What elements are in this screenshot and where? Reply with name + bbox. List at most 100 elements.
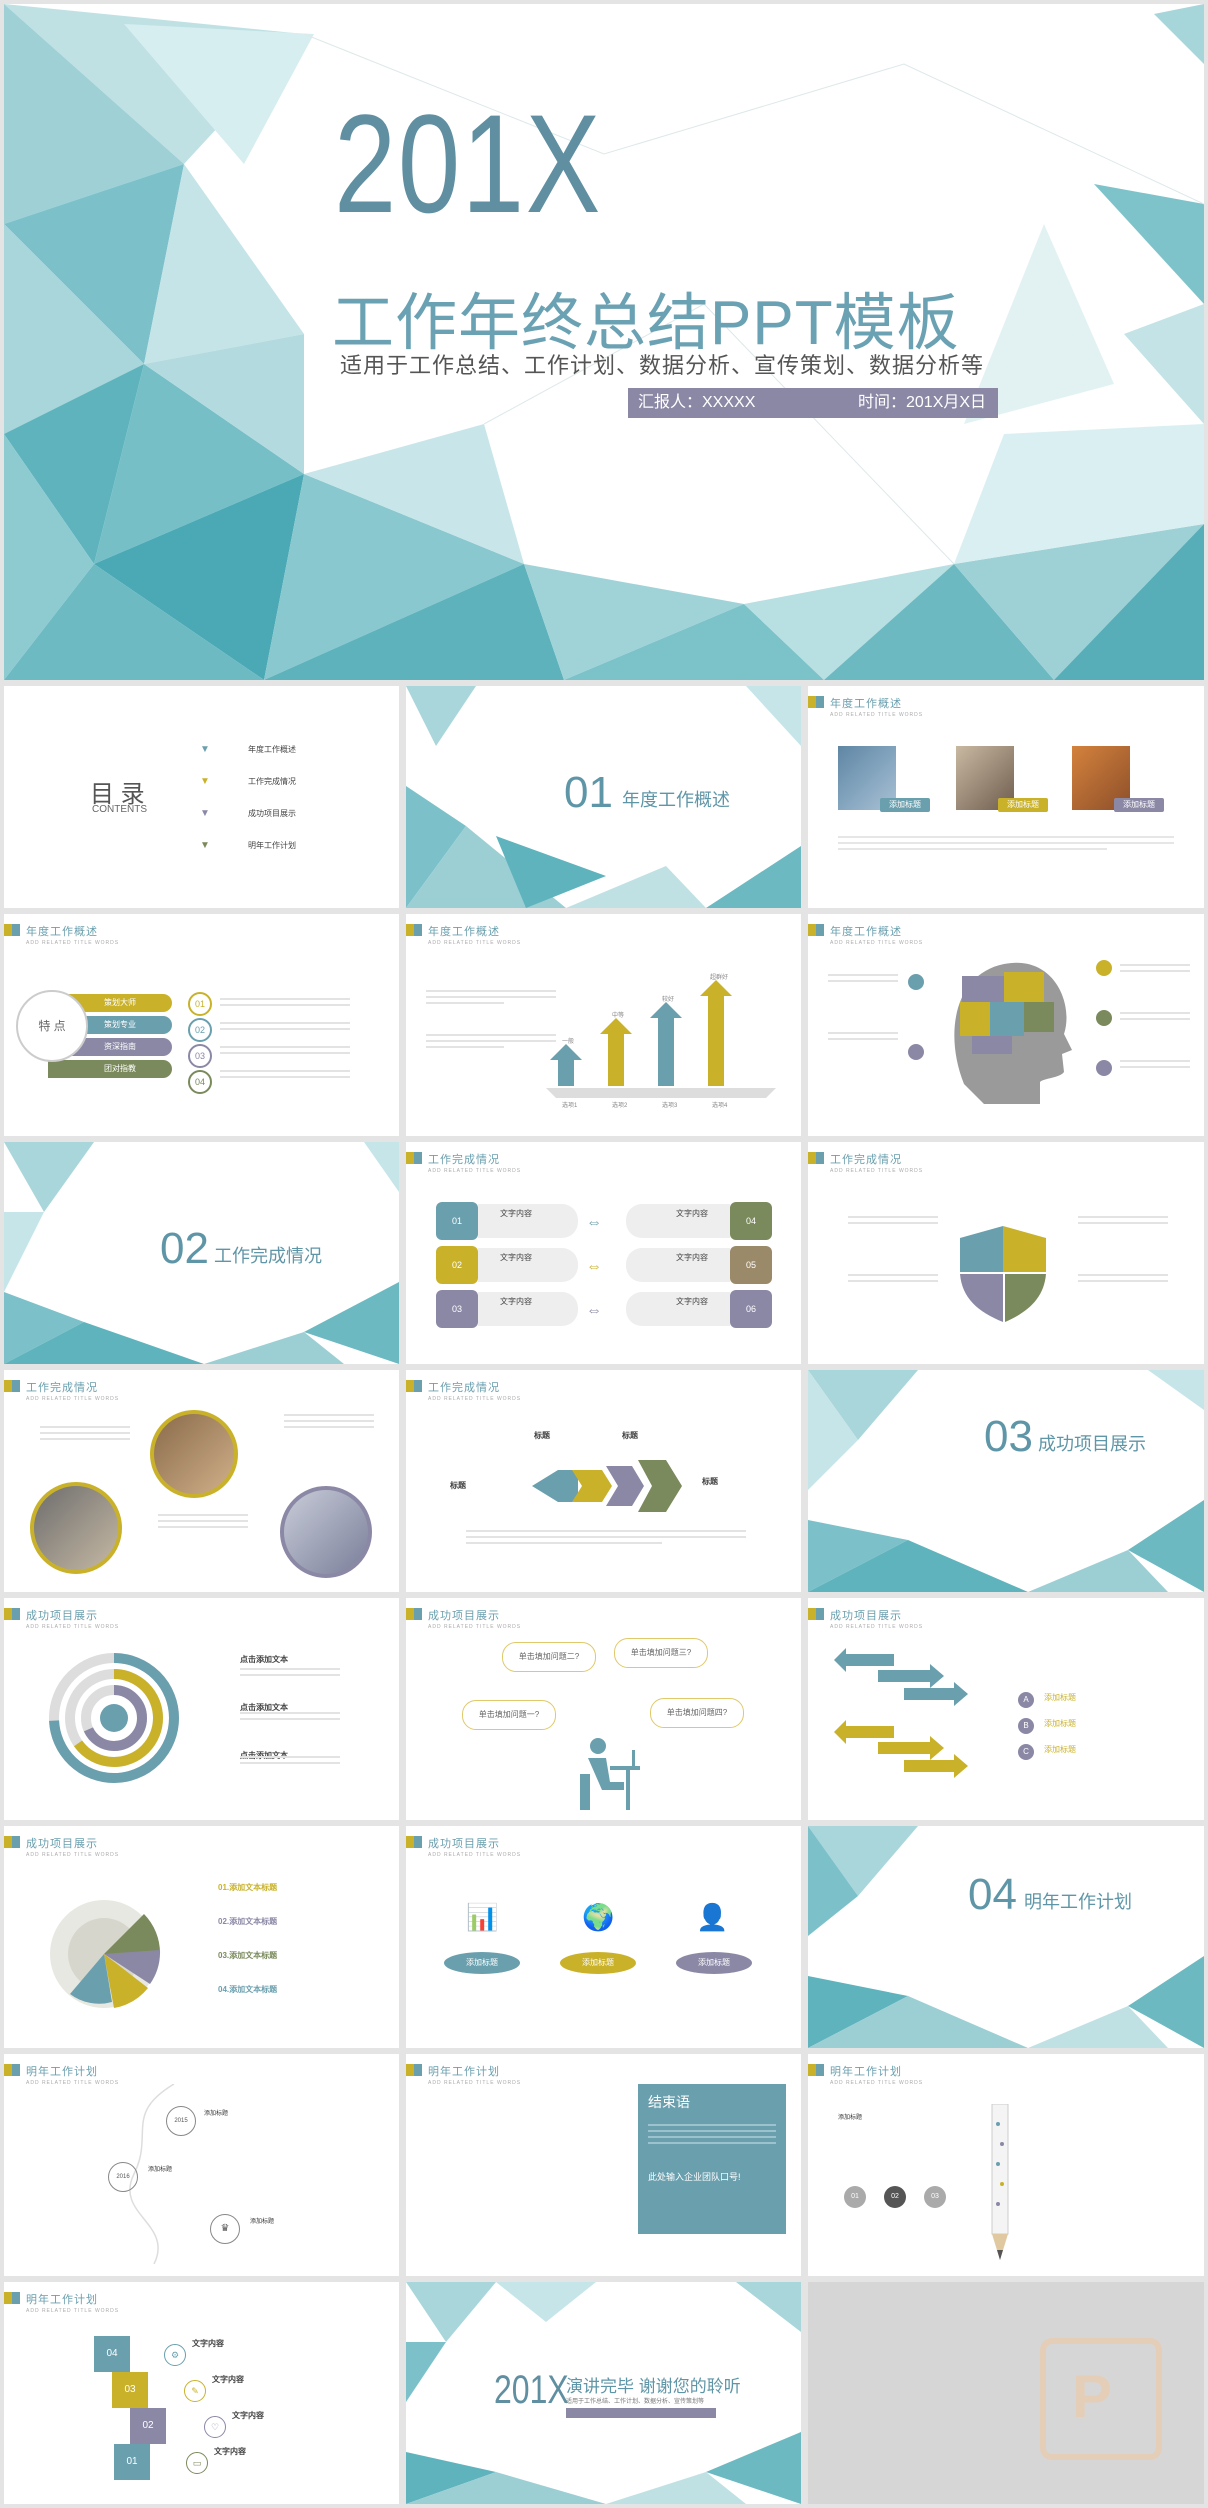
stairs-slide[interactable]: 明年工作计划 ADD RELATED TITLE WORDS 04 03 02 0… xyxy=(4,2282,399,2504)
pie-label: 02.添加文本标题 xyxy=(218,1917,278,1926)
compare-num: 04 xyxy=(730,1202,772,1240)
final-title: 演讲完毕 谢谢您的聆听 xyxy=(566,2377,741,2396)
toc-slide[interactable]: 目 录 CONTENTS ▼ 年度工作概述 ▼ 工作完成情况 ▼ 成功项目展示 … xyxy=(4,686,399,908)
chevron-body xyxy=(466,1530,746,1544)
closing-title: 结束语 xyxy=(648,2094,690,2110)
toc-item[interactable]: 明年工作计划 xyxy=(248,841,296,850)
brain-point xyxy=(908,974,924,990)
double-arrow-icon: ⇔ xyxy=(586,1302,602,1319)
compare-slide[interactable]: 工作完成情况 ADD RELATED TITLE WORDS 01 02 03 文… xyxy=(406,1142,801,1364)
shield-icon xyxy=(960,1226,1046,1322)
thought-cloud: 单击填加问题二? xyxy=(502,1642,596,1672)
banner-letter: B xyxy=(1018,1718,1034,1734)
icon-label: 添加标题 xyxy=(676,1952,752,1974)
banner-arrows-slide[interactable]: 成功项目展示 ADD RELATED TITLE WORDS A B C 添加标题… xyxy=(808,1598,1204,1820)
arrow-label: 中等 xyxy=(612,1013,625,1019)
stair-label: 文字内容 xyxy=(214,2447,246,2456)
photo-circles-slide[interactable]: 工作完成情况 ADD RELATED TITLE WORDS xyxy=(4,1370,399,1592)
head-brain-illustration xyxy=(954,962,1072,1104)
toc-item[interactable]: 年度工作概述 xyxy=(248,745,296,754)
closing-cta: 此处输入企业团队口号! xyxy=(648,2172,741,2182)
brain-point xyxy=(1096,960,1112,976)
donut-label: 点击添加文本 xyxy=(240,1655,288,1664)
shield-text xyxy=(848,1216,938,1282)
three-icons-slide[interactable]: 成功项目展示 ADD RELATED TITLE WORDS 📊 🌍 👤 添加标题… xyxy=(406,1826,801,2048)
body-text-placeholder xyxy=(838,836,1174,856)
photo-circle xyxy=(280,1486,372,1578)
features-slide[interactable]: 年度工作概述 ADD RELATED TITLE WORDS 特 点 策划大师 策… xyxy=(4,914,399,1136)
banner-title: 添加标题 xyxy=(1044,1745,1076,1754)
final-bar xyxy=(566,2408,716,2418)
chevrons-slide[interactable]: 工作完成情况 ADD RELATED TITLE WORDS 标题 标题 标题 标… xyxy=(406,1370,801,1592)
pencil-steps-slide[interactable]: 明年工作计划 ADD RELATED TITLE WORDS 添加标题 01 02… xyxy=(808,2054,1204,2276)
chevron-process xyxy=(532,1460,682,1512)
circle-text xyxy=(284,1414,374,1428)
timeline-label: 添加标题 xyxy=(204,2111,229,2117)
icon-label: 添加标题 xyxy=(560,1952,636,1974)
person-at-desk-icon xyxy=(580,1738,640,1810)
arrow-label: 较好 xyxy=(662,997,675,1003)
thank-you-slide[interactable]: 201X 演讲完毕 谢谢您的聆听 适用于工作总结、工作计划、数据分析、宣传策划等 xyxy=(406,2282,801,2504)
toc-item[interactable]: 成功项目展示 xyxy=(248,809,296,818)
compare-num: 06 xyxy=(730,1290,772,1328)
section-title: 年度工作概述 xyxy=(622,790,730,810)
feature-text-lines xyxy=(220,996,350,1078)
feature-item[interactable]: 团对指教 xyxy=(48,1060,172,1078)
section-slide-04[interactable]: 04 明年工作计划 xyxy=(808,1826,1204,2048)
section-slide-01[interactable]: 01 年度工作概述 xyxy=(406,686,801,908)
closing-note-slide[interactable]: 明年工作计划 ADD RELATED TITLE WORDS 结束语 此处输入企业… xyxy=(406,2054,801,2276)
empty-cell: P xyxy=(808,2282,1204,2504)
photo-circle xyxy=(150,1410,238,1498)
triangle-icon: ▼ xyxy=(200,808,210,819)
watermark-logo: P xyxy=(1040,2338,1162,2460)
banner-arrows xyxy=(834,1648,968,1778)
brain-slide[interactable]: 年度工作概述 ADD RELATED TITLE WORDS xyxy=(808,914,1204,1136)
pie-label: 01.添加文本标题 xyxy=(218,1883,278,1892)
timeline-label: 添加标题 xyxy=(148,2167,173,2173)
arrows-slide[interactable]: 年度工作概述 ADD RELATED TITLE WORDS 一般 中等 较好 超… xyxy=(406,914,801,1136)
shield-text xyxy=(1078,1216,1168,1282)
polygon-background xyxy=(808,1826,1204,2048)
polygon-background xyxy=(406,2282,801,2504)
triangle-icon: ▼ xyxy=(200,776,210,787)
photos-slide[interactable]: 年度工作概述 ADD RELATED TITLE WORDS 添加标题 添加标题 … xyxy=(808,686,1204,908)
pie-label: 04.添加文本标题 xyxy=(218,1985,278,1994)
pen-icon: ✎ xyxy=(184,2380,206,2402)
section-slide-03[interactable]: 03 成功项目展示 xyxy=(808,1370,1204,1592)
chevron-label: 标题 xyxy=(702,1477,718,1486)
trophy-icon: ♛ xyxy=(210,2214,240,2244)
photo-circle xyxy=(30,1482,122,1574)
pie-label: 03.添加文本标题 xyxy=(218,1951,278,1960)
reporter-text: 汇报人：XXXXX xyxy=(638,394,756,411)
pie-slide[interactable]: 成功项目展示 ADD RELATED TITLE WORDS 01.添加文本标题 … xyxy=(4,1826,399,2048)
section-slide-02[interactable]: 02 工作完成情况 xyxy=(4,1142,399,1364)
section-number: 01 xyxy=(564,768,613,817)
compare-num: 03 xyxy=(436,1290,478,1328)
hero-subtitle: 适用于工作总结、工作计划、数据分析、宣传策划、数据分析等 xyxy=(340,353,985,378)
compare-card: 文字内容 xyxy=(478,1248,578,1282)
reporter-bar: 汇报人：XXXXX 时间：201X月X日 xyxy=(628,388,998,418)
donut-slide[interactable]: 成功项目展示 ADD RELATED TITLE WORDS 点击添加文本 点击添… xyxy=(4,1598,399,1820)
brain-text-left xyxy=(828,974,898,1040)
timeline-slide[interactable]: 明年工作计划 ADD RELATED TITLE WORDS 2015 2016 … xyxy=(4,2054,399,2276)
stair-label: 文字内容 xyxy=(212,2375,244,2384)
banner-letter: C xyxy=(1018,1744,1034,1760)
compare-num: 01 xyxy=(436,1202,478,1240)
stair-label: 文字内容 xyxy=(232,2411,264,2420)
stair-block: 03 xyxy=(112,2372,148,2408)
polygon-background xyxy=(4,1142,399,1364)
toc-item[interactable]: 工作完成情况 xyxy=(248,777,296,786)
org-chart-icon: 👤 xyxy=(696,1902,729,1932)
shield-slide[interactable]: 工作完成情况 ADD RELATED TITLE WORDS xyxy=(808,1142,1204,1364)
date-text: 时间：201X月X日 xyxy=(858,394,987,411)
timeline-year: 2015 xyxy=(166,2106,196,2136)
compare-num: 02 xyxy=(436,1246,478,1284)
circle-text xyxy=(40,1426,130,1440)
chevron-label: 标题 xyxy=(450,1481,466,1490)
title-slide[interactable]: 201X 工作年终总结PPT模板 适用于工作总结、工作计划、数据分析、宣传策划、… xyxy=(4,4,1204,680)
toc-subtitle: CONTENTS xyxy=(92,804,147,815)
arrow-bottom: 选项3 xyxy=(662,1103,678,1109)
donut-label: 点击添加文本 xyxy=(240,1750,288,1761)
toc-title: 目 录 xyxy=(90,781,145,808)
thinking-clouds-slide[interactable]: 成功项目展示 ADD RELATED TITLE WORDS 单击填加问题二? 单… xyxy=(406,1598,801,1820)
